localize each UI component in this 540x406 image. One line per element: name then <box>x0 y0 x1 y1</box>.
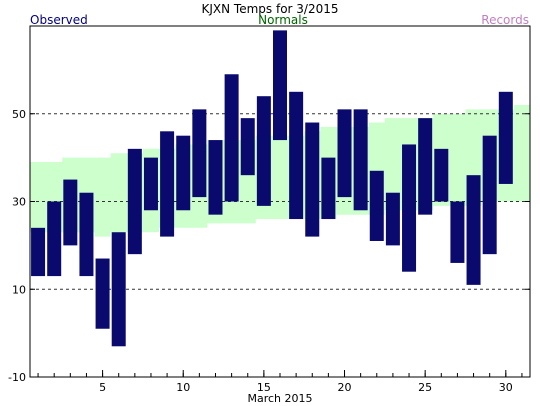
y-tick-label-10: 10 <box>12 283 26 296</box>
y-tick-label--10: -10 <box>8 371 26 384</box>
observed-bar-day-5 <box>95 258 110 329</box>
observed-bar-day-16 <box>273 30 287 141</box>
y-tick-label-50: 50 <box>12 108 26 121</box>
observed-bar-day-22 <box>369 170 384 241</box>
chart-title: KJXN Temps for 3/2015 <box>202 2 339 16</box>
observed-bar-day-23 <box>385 192 400 246</box>
observed-bar-day-11 <box>192 109 207 198</box>
observed-bar-day-10 <box>176 135 191 211</box>
observed-bar-day-2 <box>47 201 62 277</box>
legend-observed: Observed <box>30 13 88 27</box>
observed-bar-day-14 <box>240 118 255 176</box>
observed-bar-day-24 <box>402 144 417 272</box>
observed-bar-day-12 <box>208 140 223 215</box>
x-tick-label-30: 30 <box>499 381 513 394</box>
x-tick-label-20: 20 <box>338 381 352 394</box>
y-tick-label-30: 30 <box>12 196 26 209</box>
observed-bar-day-19 <box>321 157 336 220</box>
x-axis-label: March 2015 <box>247 392 312 405</box>
observed-bar-day-9 <box>160 131 175 237</box>
observed-bar-day-30 <box>498 91 513 184</box>
observed-bar-day-6 <box>111 232 126 347</box>
observed-bar-day-8 <box>143 157 158 211</box>
observed-bar-day-20 <box>337 109 352 198</box>
x-tick-label-10: 10 <box>176 381 190 394</box>
x-tick-label-25: 25 <box>418 381 432 394</box>
legend-records: Records <box>481 13 529 27</box>
observed-bar-day-17 <box>289 91 304 220</box>
observed-bar-day-15 <box>256 96 271 206</box>
observed-bar-day-7 <box>127 148 142 255</box>
observed-bar-day-25 <box>418 118 433 215</box>
observed-bar-day-1 <box>31 227 46 277</box>
observed-bar-day-28 <box>466 175 481 285</box>
observed-bar-day-21 <box>353 109 368 211</box>
observed-bar-day-13 <box>224 74 239 202</box>
observed-bar-day-29 <box>482 135 497 255</box>
legend-normals: Normals <box>258 13 308 27</box>
observed-bar-day-4 <box>79 192 94 277</box>
observed-bar-day-27 <box>450 201 465 263</box>
observed-bar-day-18 <box>305 122 320 237</box>
observed-bar-day-3 <box>63 179 78 246</box>
x-tick-label-5: 5 <box>99 381 106 394</box>
x-tick-label-15: 15 <box>257 381 271 394</box>
observed-bar-day-26 <box>434 148 449 202</box>
